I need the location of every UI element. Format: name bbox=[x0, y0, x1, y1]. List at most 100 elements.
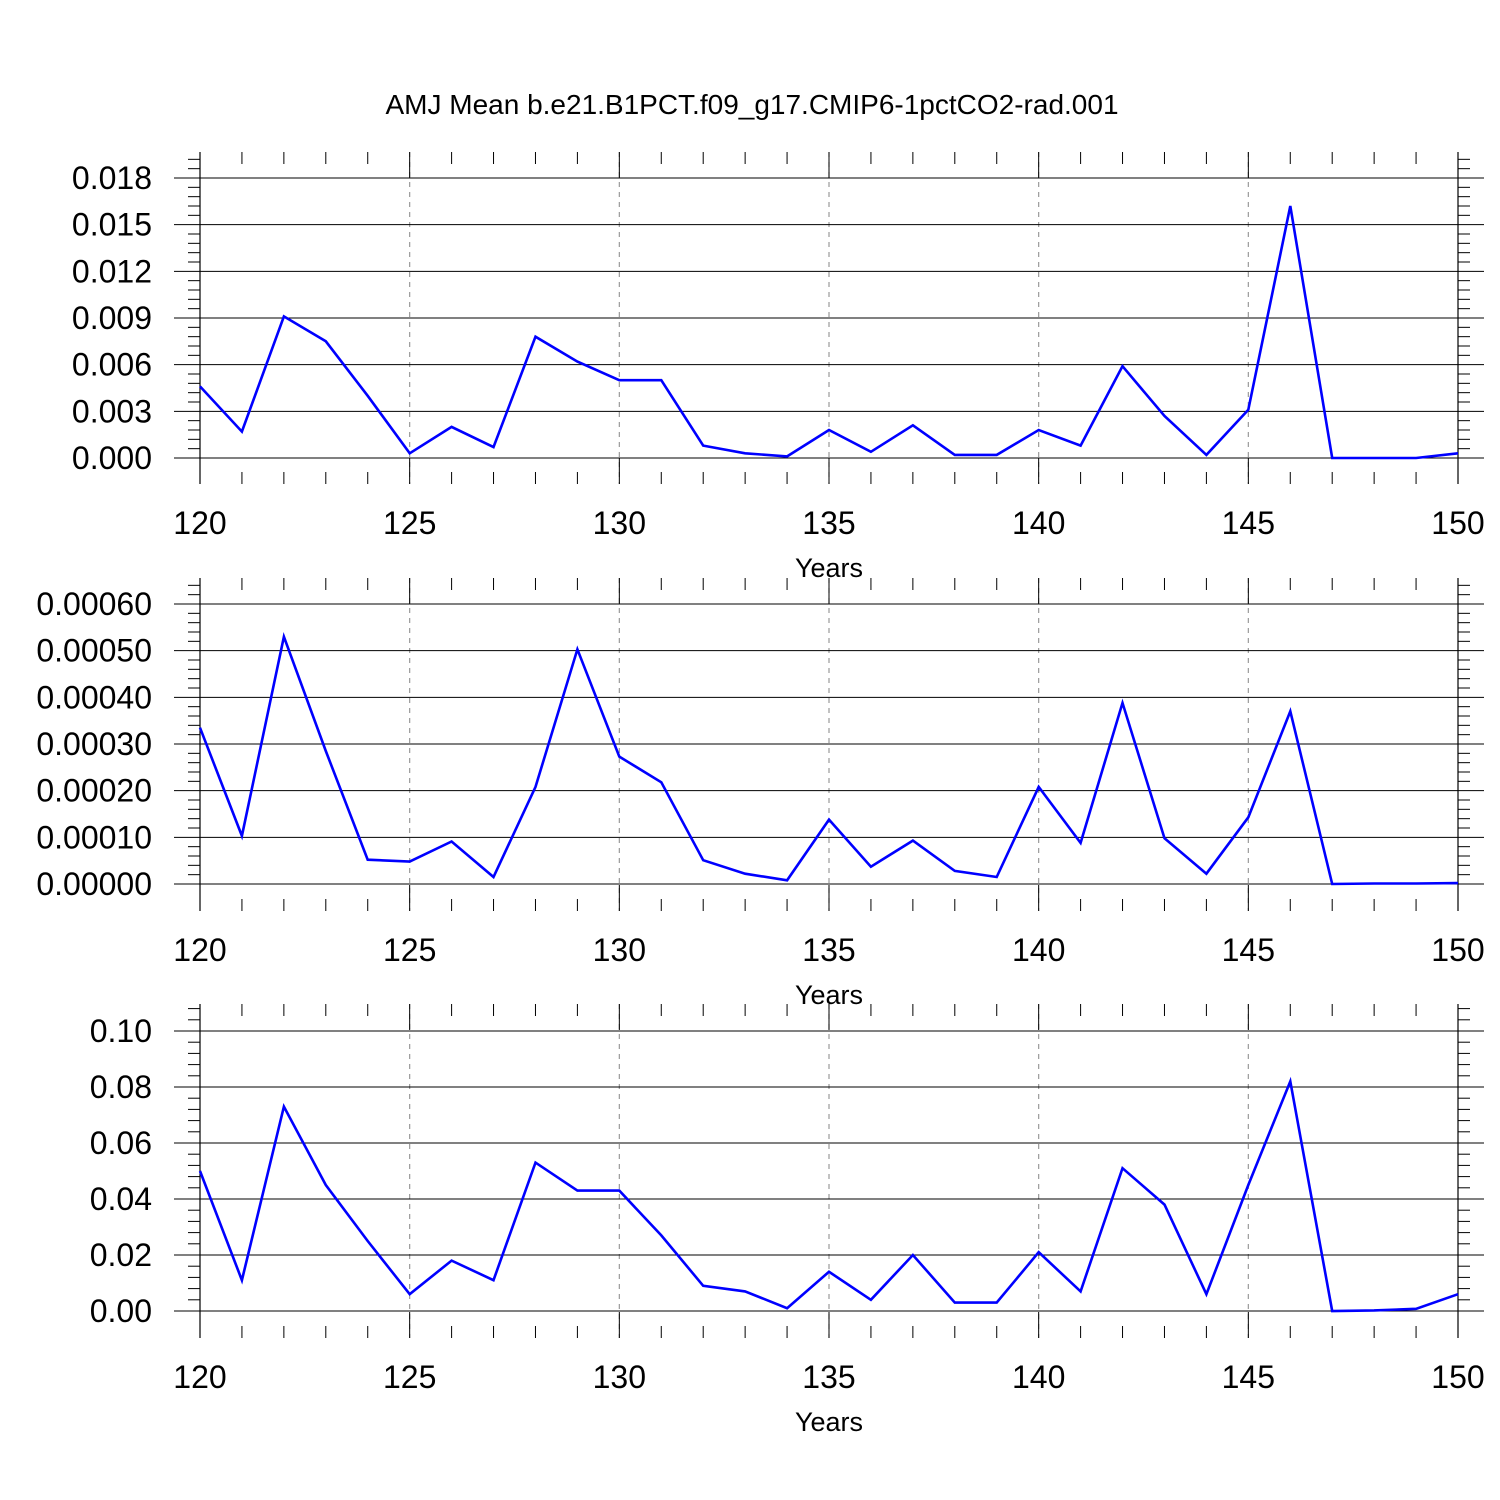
data-point bbox=[1456, 1292, 1460, 1296]
data-point bbox=[743, 1289, 747, 1293]
x-tick-label: 125 bbox=[383, 1359, 436, 1395]
data-point bbox=[1079, 841, 1083, 845]
x-tick-label: 125 bbox=[383, 932, 436, 968]
data-point bbox=[659, 780, 663, 784]
y-tick-label: 0.00060 bbox=[36, 586, 152, 622]
y-tick-label: 0.04 bbox=[90, 1181, 152, 1217]
panel-1: 0.000 0.003 0.006 0.009 0.012 0.015 0.018 120 12… bbox=[72, 152, 1485, 583]
data-point bbox=[408, 451, 412, 455]
data-point bbox=[575, 360, 579, 364]
y-tick-label: 0.00 bbox=[90, 1293, 152, 1329]
data-point bbox=[1037, 1250, 1041, 1254]
x-tick-label: 140 bbox=[1012, 505, 1065, 541]
data-point bbox=[617, 755, 621, 759]
x-axis-label: Years bbox=[795, 1407, 863, 1437]
data-point bbox=[827, 1270, 831, 1274]
data-point bbox=[324, 749, 328, 753]
data-point bbox=[911, 839, 915, 843]
data-point bbox=[659, 378, 663, 382]
data-point bbox=[1204, 453, 1208, 457]
data-point bbox=[701, 858, 705, 862]
data-point bbox=[492, 875, 496, 879]
x-tick-label: 150 bbox=[1431, 1359, 1484, 1395]
y-tick-label: 0.003 bbox=[72, 393, 152, 429]
data-point bbox=[785, 454, 789, 458]
data-point bbox=[533, 335, 537, 339]
data-point bbox=[617, 1189, 621, 1193]
data-point bbox=[282, 1105, 286, 1109]
data-point bbox=[827, 818, 831, 822]
panel-3: 0.00 0.02 0.04 0.06 0.08 0.10 120 125 130 135 140 1… bbox=[90, 1004, 1485, 1437]
series-line bbox=[198, 632, 1459, 886]
x-tick-label: 120 bbox=[173, 1359, 226, 1395]
data-point bbox=[869, 450, 873, 454]
data-point bbox=[953, 869, 957, 873]
data-point bbox=[1414, 1307, 1418, 1311]
data-point bbox=[1246, 408, 1250, 412]
data-point bbox=[198, 1169, 202, 1173]
data-point bbox=[1121, 701, 1125, 705]
data-point bbox=[575, 647, 579, 651]
data-point bbox=[1456, 881, 1460, 885]
y-tick-label: 0.00030 bbox=[36, 726, 152, 762]
x-tick-label: 125 bbox=[383, 505, 436, 541]
data-point bbox=[743, 872, 747, 876]
data-point bbox=[1288, 709, 1292, 713]
data-point bbox=[995, 1301, 999, 1305]
x-tick-label: 130 bbox=[593, 932, 646, 968]
data-point bbox=[911, 423, 915, 427]
data-point bbox=[492, 1278, 496, 1282]
data-point bbox=[1037, 428, 1041, 432]
x-tick-label: 135 bbox=[802, 1359, 855, 1395]
x-tick-label: 150 bbox=[1431, 505, 1484, 541]
data-point bbox=[869, 1298, 873, 1302]
y-tick-label: 0.00050 bbox=[36, 633, 152, 669]
data-point bbox=[1204, 1292, 1208, 1296]
data-point bbox=[911, 1253, 915, 1257]
data-point bbox=[869, 865, 873, 869]
data-point bbox=[995, 875, 999, 879]
x-tick-label: 135 bbox=[802, 932, 855, 968]
data-point bbox=[240, 834, 244, 838]
data-point bbox=[1079, 1289, 1083, 1293]
data-point bbox=[1414, 456, 1418, 460]
y-tick-label: 0.009 bbox=[72, 300, 152, 336]
y-tick-label: 0.06 bbox=[90, 1125, 152, 1161]
data-point bbox=[1288, 1079, 1292, 1083]
data-point bbox=[1414, 882, 1418, 886]
data-point bbox=[1162, 836, 1166, 840]
y-tick-label: 0.006 bbox=[72, 347, 152, 383]
data-point bbox=[1246, 1183, 1250, 1187]
data-point bbox=[1121, 364, 1125, 368]
data-point bbox=[282, 314, 286, 318]
data-point bbox=[701, 444, 705, 448]
data-point bbox=[198, 726, 202, 730]
data-point bbox=[953, 453, 957, 457]
panels: 0.000 0.003 0.006 0.009 0.012 0.015 0.018 120 12… bbox=[36, 152, 1485, 1437]
figure-title: AMJ Mean b.e21.B1PCT.f09_g17.CMIP6-1pctC… bbox=[385, 89, 1118, 120]
data-point bbox=[785, 878, 789, 882]
data-point bbox=[1456, 451, 1460, 455]
y-tick-label: 0.00040 bbox=[36, 679, 152, 715]
data-point bbox=[366, 394, 370, 398]
series-line bbox=[198, 1076, 1459, 1313]
data-point bbox=[1288, 204, 1292, 208]
data-point bbox=[408, 1292, 412, 1296]
data-point bbox=[282, 635, 286, 639]
data-point bbox=[1372, 882, 1376, 886]
data-point bbox=[324, 339, 328, 343]
data-point bbox=[450, 840, 454, 844]
series-line bbox=[199, 205, 1459, 460]
data-point bbox=[743, 451, 747, 455]
data-point bbox=[198, 384, 202, 388]
data-point bbox=[827, 428, 831, 432]
data-point bbox=[1246, 815, 1250, 819]
data-point bbox=[701, 1284, 705, 1288]
y-tick-label: 0.02 bbox=[90, 1237, 152, 1273]
data-point bbox=[366, 858, 370, 862]
y-tick-label: 0.00000 bbox=[36, 866, 152, 902]
x-tick-label: 120 bbox=[173, 505, 226, 541]
x-tick-label: 145 bbox=[1222, 505, 1275, 541]
x-tick-label: 145 bbox=[1222, 1359, 1275, 1395]
